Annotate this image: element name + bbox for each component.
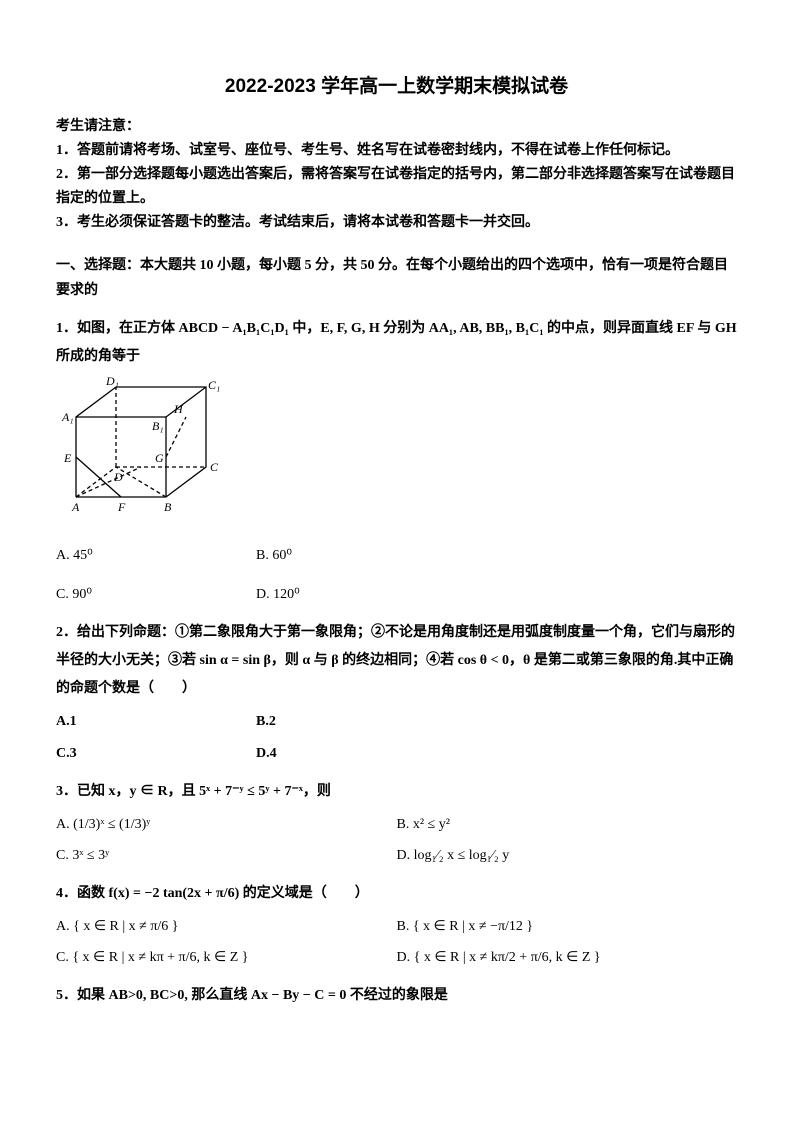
q1-optD: D. 120⁰ xyxy=(256,582,456,607)
q2-optA: A.1 xyxy=(56,709,256,734)
q1-stem: 1．如图，在正方体 ABCD − A₁B₁C₁D₁ 中，E, F, G, H 分… xyxy=(56,321,737,364)
q1-optC: C. 90⁰ xyxy=(56,582,256,607)
notice-block: 考生请注意： 1．答题前请将考场、试室号、座位号、考生号、姓名写在试卷密封线内，… xyxy=(56,114,737,234)
q2-optC: C.3 xyxy=(56,741,256,766)
q3-optC: C. 3ˣ ≤ 3ʸ xyxy=(56,843,397,868)
q4-opts-row1: A. { x ∈ R | x ≠ π/6 } B. { x ∈ R | x ≠ … xyxy=(56,914,737,939)
q5-stem: 5．如果 AB>0, BC>0, 那么直线 Ax − By − C = 0 不经… xyxy=(56,988,448,1003)
q4-optC: C. { x ∈ R | x ≠ kπ + π/6, k ∈ Z } xyxy=(56,945,397,970)
label-C: C xyxy=(210,460,219,474)
page-title: 2022-2023 学年高一上数学期末模拟试卷 xyxy=(56,70,737,104)
q3-optB: B. x² ≤ y² xyxy=(397,812,738,837)
notice-heading: 考生请注意： xyxy=(56,114,737,139)
q2-opts-row2: C.3 D.4 xyxy=(56,741,737,766)
q2-opts-row1: A.1 B.2 xyxy=(56,709,737,734)
q1-optB: B. 60⁰ xyxy=(256,543,456,568)
q4-opts-row2: C. { x ∈ R | x ≠ kπ + π/6, k ∈ Z } D. { … xyxy=(56,945,737,970)
q4-optA: A. { x ∈ R | x ≠ π/6 } xyxy=(56,914,397,939)
q4-stem: 4．函数 f(x) = −2 tan(2x + π/6) 的定义域是（ ） xyxy=(56,886,369,901)
q1-opts-row1: A. 45⁰ B. 60⁰ xyxy=(56,543,737,568)
question-1: 1．如图，在正方体 ABCD − A₁B₁C₁D₁ 中，E, F, G, H 分… xyxy=(56,315,737,371)
label-C1: C₁ xyxy=(208,378,220,392)
q1-optA: A. 45⁰ xyxy=(56,543,256,568)
q3-opts-row1: A. (1/3)ˣ ≤ (1/3)ʸ B. x² ≤ y² xyxy=(56,812,737,837)
question-5: 5．如果 AB>0, BC>0, 那么直线 Ax − By − C = 0 不经… xyxy=(56,982,737,1010)
label-H: H xyxy=(173,402,184,416)
q3-optD: D. log₁⁄₂ x ≤ log₁⁄₂ y xyxy=(397,843,738,868)
question-4: 4．函数 f(x) = −2 tan(2x + π/6) 的定义域是（ ） xyxy=(56,880,737,908)
label-B: B xyxy=(164,500,172,514)
q3-optA: A. (1/3)ˣ ≤ (1/3)ʸ xyxy=(56,812,397,837)
q2-optB: B.2 xyxy=(256,709,456,734)
cube-svg: A B C D A₁ B₁ C₁ D₁ E F G H xyxy=(56,377,226,537)
label-E: E xyxy=(63,451,72,465)
question-3: 3．已知 x，y ∈ R，且 5ˣ + 7⁻ʸ ≤ 5ʸ + 7⁻ˣ，则 xyxy=(56,778,737,806)
section-1-heading: 一、选择题：本大题共 10 小题，每小题 5 分，共 50 分。在每个小题给出的… xyxy=(56,253,737,303)
q1-cube-diagram: A B C D A₁ B₁ C₁ D₁ E F G H xyxy=(56,377,737,537)
label-A1: A₁ xyxy=(61,410,74,424)
q1-opts-row2: C. 90⁰ D. 120⁰ xyxy=(56,582,737,607)
exam-page: 2022-2023 学年高一上数学期末模拟试卷 考生请注意： 1．答题前请将考场… xyxy=(0,0,793,1122)
notice-line-1: 1．答题前请将考场、试室号、座位号、考生号、姓名写在试卷密封线内，不得在试卷上作… xyxy=(56,139,737,163)
label-F: F xyxy=(117,500,126,514)
q3-stem: 3．已知 x，y ∈ R，且 5ˣ + 7⁻ʸ ≤ 5ʸ + 7⁻ˣ，则 xyxy=(56,784,331,799)
label-G: G xyxy=(155,451,164,465)
notice-line-3: 3．考生必须保证答题卡的整洁。考试结束后，请将本试卷和答题卡一并交回。 xyxy=(56,211,737,235)
label-B1: B₁ xyxy=(152,419,164,433)
label-D1: D₁ xyxy=(105,377,119,388)
q4-optB: B. { x ∈ R | x ≠ −π/12 } xyxy=(397,914,738,939)
question-2: 2．给出下列命题：①第二象限角大于第一象限角；②不论是用角度制还是用弧度制度量一… xyxy=(56,619,737,703)
q2-optD: D.4 xyxy=(256,741,456,766)
q3-opts-row2: C. 3ˣ ≤ 3ʸ D. log₁⁄₂ x ≤ log₁⁄₂ y xyxy=(56,843,737,868)
q4-optD: D. { x ∈ R | x ≠ kπ/2 + π/6, k ∈ Z } xyxy=(397,945,738,970)
notice-line-2: 2．第一部分选择题每小题选出答案后，需将答案写在试卷指定的括号内，第二部分非选择… xyxy=(56,163,737,211)
q2-stem: 2．给出下列命题：①第二象限角大于第一象限角；②不论是用角度制还是用弧度制度量一… xyxy=(56,625,735,696)
label-D: D xyxy=(113,470,123,484)
label-A: A xyxy=(71,500,80,514)
